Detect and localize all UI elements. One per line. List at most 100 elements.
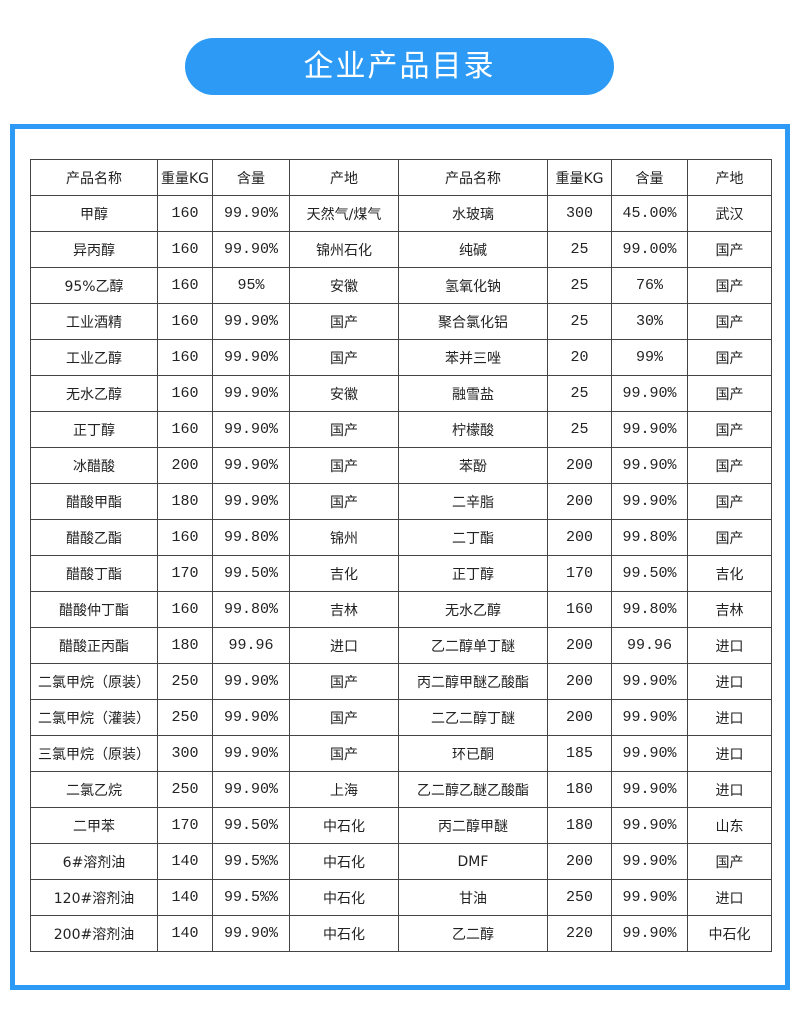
cell-content: 99.90%	[212, 303, 290, 340]
cell-content: 99.5%%	[212, 843, 290, 880]
cell-origin: 进口	[687, 663, 772, 700]
cell-content: 99.90%	[611, 843, 688, 880]
cell-weight-kg: 250	[157, 663, 213, 700]
cell-origin: 吉化	[289, 555, 399, 592]
cell-content: 99.00%	[611, 231, 688, 268]
cell-weight-kg: 200	[547, 519, 612, 556]
cell-product-name: 120#溶剂油	[30, 879, 158, 916]
cell-weight-kg: 170	[157, 555, 213, 592]
cell-weight-kg: 160	[157, 375, 213, 412]
cell-product-name: 环已酮	[398, 735, 548, 772]
cell-origin: 国产	[687, 231, 772, 268]
cell-product-name: 正丁醇	[30, 411, 158, 448]
table-row: 120#溶剂油 140 99.5%% 中石化 甘油 250 99.90% 进口	[30, 879, 772, 916]
cell-origin: 中石化	[289, 843, 399, 880]
cell-weight-kg: 160	[157, 267, 213, 304]
cell-weight-kg: 180	[157, 483, 213, 520]
cell-product-name: 醋酸乙酯	[30, 519, 158, 556]
cell-weight-kg: 220	[547, 915, 612, 952]
table-row: 正丁醇 160 99.90% 国产 柠檬酸 25 99.90% 国产	[30, 411, 772, 448]
cell-weight-kg: 25	[547, 303, 612, 340]
cell-product-name: 二丁酯	[398, 519, 548, 556]
cell-content: 99.90%	[611, 447, 688, 484]
cell-product-name: 甘油	[398, 879, 548, 916]
cell-origin: 进口	[289, 627, 399, 664]
cell-origin: 安徽	[289, 375, 399, 412]
cell-content: 99.80%	[611, 591, 688, 628]
cell-product-name: 三氯甲烷（原装）	[30, 735, 158, 772]
cell-weight-kg: 160	[157, 591, 213, 628]
header-origin: 产地	[687, 159, 772, 196]
cell-origin: 锦州石化	[289, 231, 399, 268]
cell-origin: 中石化	[289, 879, 399, 916]
cell-weight-kg: 300	[157, 735, 213, 772]
table-row: 200#溶剂油 140 99.90% 中石化 乙二醇 220 99.90% 中石化	[30, 915, 772, 952]
cell-weight-kg: 25	[547, 267, 612, 304]
product-table: 产品名称 重量KG 含量 产地 产品名称 重量KG 含量 产地 甲醇 160 99.90% 天然气/煤…	[30, 159, 772, 952]
cell-origin: 国产	[289, 339, 399, 376]
cell-content: 99.90%	[212, 735, 290, 772]
cell-weight-kg: 25	[547, 411, 612, 448]
cell-content: 99.90%	[611, 879, 688, 916]
cell-weight-kg: 170	[547, 555, 612, 592]
cell-origin: 天然气/煤气	[289, 195, 399, 232]
cell-product-name: 异丙醇	[30, 231, 158, 268]
cell-content: 99.90%	[212, 699, 290, 736]
cell-origin: 中石化	[289, 807, 399, 844]
cell-origin: 国产	[687, 303, 772, 340]
cell-weight-kg: 180	[547, 807, 612, 844]
cell-content: 99.90%	[212, 915, 290, 952]
cell-content: 99.90%	[611, 663, 688, 700]
cell-weight-kg: 200	[547, 663, 612, 700]
header-weight-kg: 重量KG	[157, 159, 213, 196]
cell-origin: 山东	[687, 807, 772, 844]
cell-weight-kg: 140	[157, 843, 213, 880]
cell-origin: 吉化	[687, 555, 772, 592]
cell-content: 99.5%%	[212, 879, 290, 916]
cell-origin: 国产	[289, 735, 399, 772]
cell-content: 95%	[212, 267, 290, 304]
cell-product-name: 二辛脂	[398, 483, 548, 520]
cell-origin: 国产	[289, 411, 399, 448]
cell-origin: 进口	[687, 879, 772, 916]
cell-origin: 国产	[289, 483, 399, 520]
cell-origin: 国产	[687, 267, 772, 304]
cell-content: 99.90%	[611, 735, 688, 772]
cell-content: 99.50%	[212, 555, 290, 592]
cell-product-name: 二氯甲烷（原装）	[30, 663, 158, 700]
cell-content: 99.50%	[212, 807, 290, 844]
cell-content: 99.90%	[611, 807, 688, 844]
cell-weight-kg: 140	[157, 915, 213, 952]
table-row: 醋酸仲丁酯 160 99.80% 吉林 无水乙醇 160 99.80% 吉林	[30, 591, 772, 628]
table-row: 6#溶剂油 140 99.5%% 中石化 DMF 200 99.90% 国产	[30, 843, 772, 880]
cell-product-name: 工业酒精	[30, 303, 158, 340]
cell-product-name: 无水乙醇	[398, 591, 548, 628]
cell-weight-kg: 200	[157, 447, 213, 484]
cell-origin: 锦州	[289, 519, 399, 556]
cell-origin: 武汉	[687, 195, 772, 232]
cell-origin: 国产	[687, 483, 772, 520]
cell-product-name: 甲醇	[30, 195, 158, 232]
cell-product-name: 正丁醇	[398, 555, 548, 592]
cell-weight-kg: 180	[547, 771, 612, 808]
cell-origin: 国产	[289, 447, 399, 484]
cell-product-name: 融雪盐	[398, 375, 548, 412]
cell-product-name: 苯酚	[398, 447, 548, 484]
cell-content: 45.00%	[611, 195, 688, 232]
cell-origin: 中石化	[289, 915, 399, 952]
cell-product-name: 醋酸正丙酯	[30, 627, 158, 664]
header-product-name: 产品名称	[30, 159, 158, 196]
cell-origin: 吉林	[687, 591, 772, 628]
page-title: 企业产品目录	[185, 38, 614, 95]
cell-content: 99.96	[212, 627, 290, 664]
cell-content: 99.90%	[212, 195, 290, 232]
cell-origin: 国产	[687, 339, 772, 376]
cell-product-name: 醋酸仲丁酯	[30, 591, 158, 628]
cell-weight-kg: 160	[547, 591, 612, 628]
cell-product-name: 二氯乙烷	[30, 771, 158, 808]
cell-weight-kg: 160	[157, 303, 213, 340]
cell-product-name: 聚合氯化铝	[398, 303, 548, 340]
cell-content: 99.90%	[212, 663, 290, 700]
cell-content: 99.90%	[611, 699, 688, 736]
cell-content: 99.90%	[611, 483, 688, 520]
